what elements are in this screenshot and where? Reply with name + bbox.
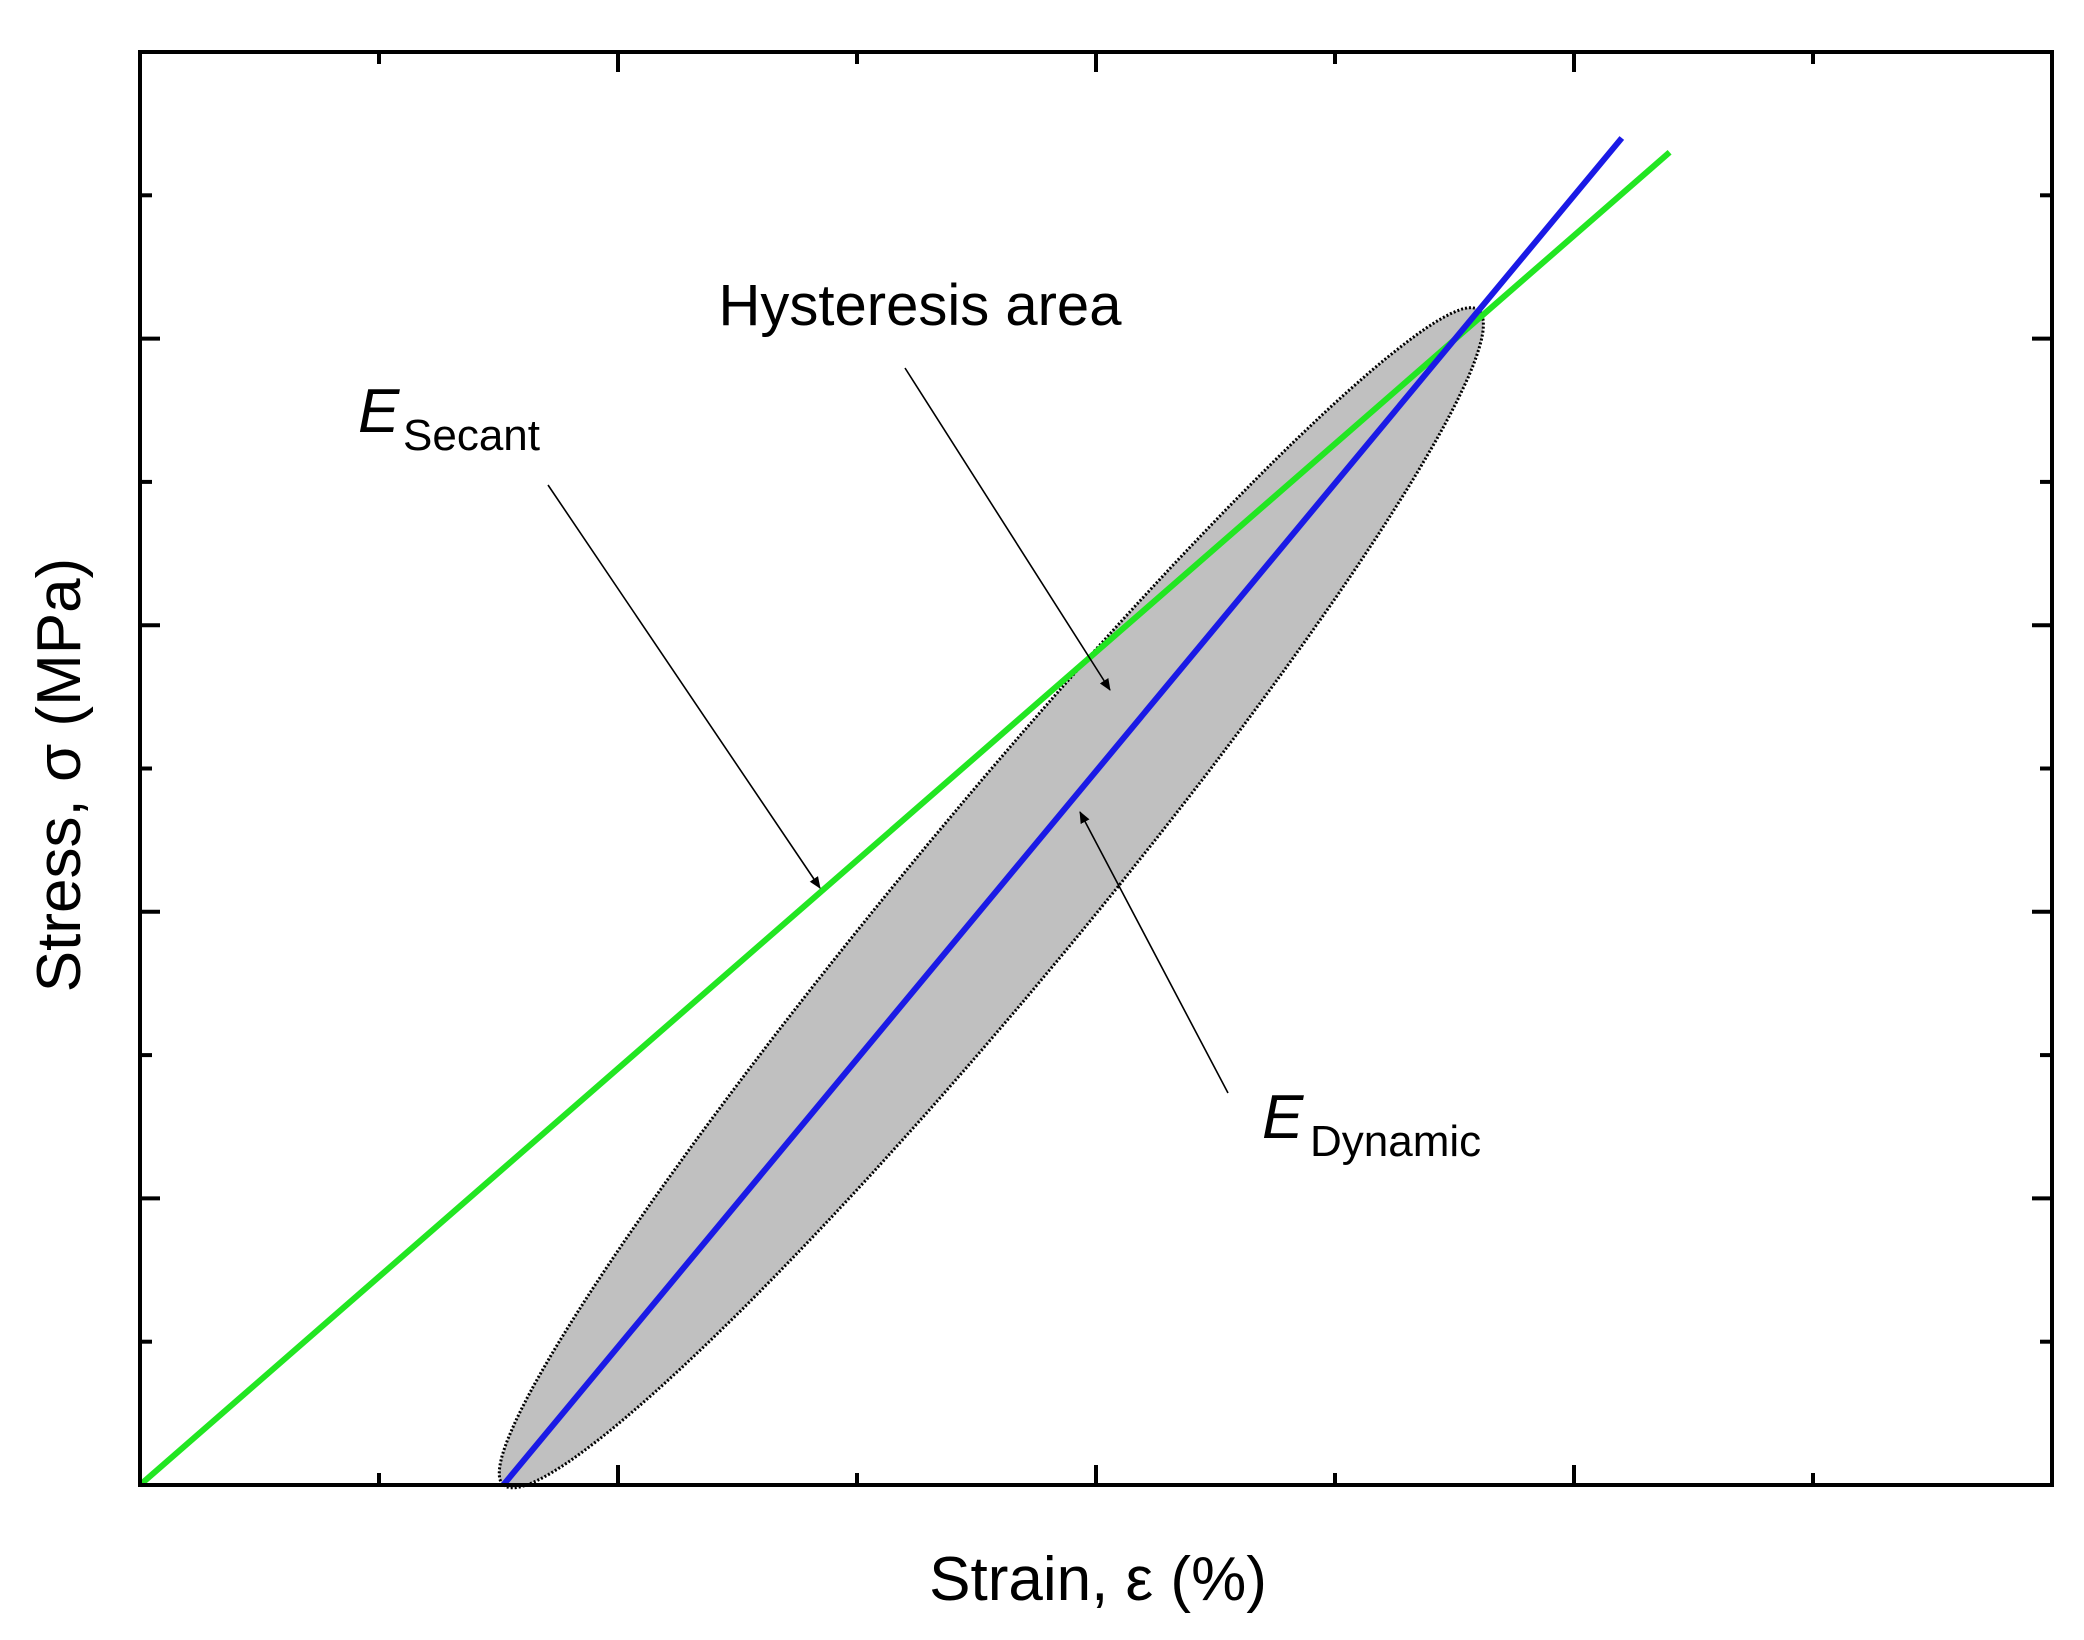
series-line-secant	[138, 150, 1672, 1488]
x-axis-label: Strain, ε (%)	[929, 1545, 1267, 1614]
secant-arrow	[547, 484, 821, 889]
e-secant-subscript: Secant	[403, 411, 540, 460]
y-axis-label: Stress, σ (MPa)	[25, 558, 94, 992]
dynamic-arrow	[1079, 811, 1229, 1094]
e-dynamic-subscript: Dynamic	[1310, 1117, 1481, 1166]
hysteresis-area-label: Hysteresis area	[719, 273, 1123, 338]
hysteresis-arrow	[904, 367, 1111, 691]
e-secant-label: E	[358, 377, 400, 446]
e-dynamic-label: E	[1262, 1083, 1304, 1152]
series-line-dynamic	[500, 136, 1625, 1487]
